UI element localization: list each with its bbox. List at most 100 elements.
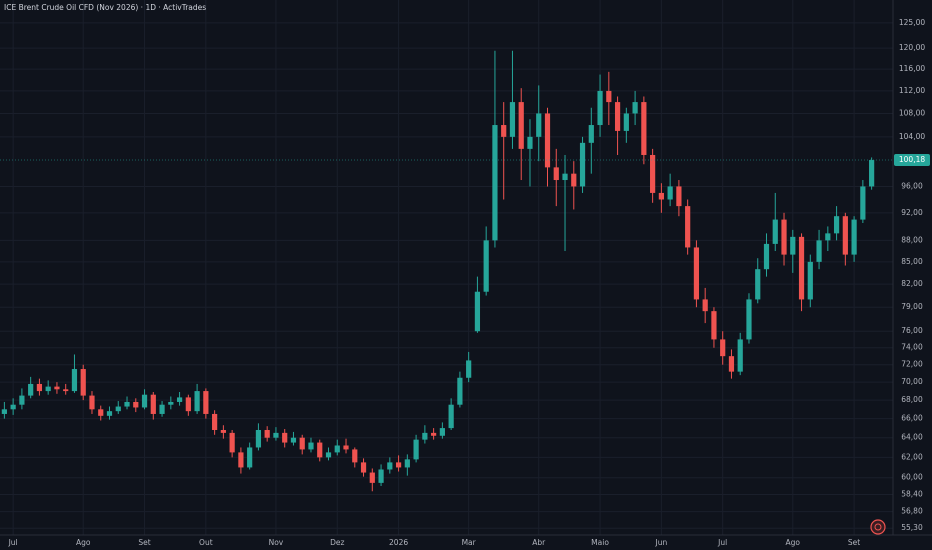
alert-icon[interactable]	[870, 519, 886, 535]
candle-body	[28, 383, 34, 396]
candle-body	[159, 404, 165, 414]
candle-body	[492, 125, 498, 241]
candle-body	[264, 430, 270, 438]
y-tick-label: 104,00	[899, 132, 925, 141]
candle-body	[816, 240, 822, 262]
y-tick-label: 108,00	[899, 108, 925, 117]
candle-body	[641, 102, 647, 155]
candle-body	[290, 437, 297, 443]
candle-body	[80, 369, 86, 396]
y-tick-label: 82,00	[901, 279, 923, 288]
x-tick-label: Jul	[717, 538, 727, 547]
candle-body	[168, 401, 174, 405]
candle-body	[790, 236, 796, 255]
candle-body	[89, 395, 95, 410]
axes: 125,00 120,00 116,00 112,00 108,00 104,00 96,0…	[0, 18, 930, 547]
candle-body	[1, 409, 7, 414]
candle-body	[711, 311, 717, 340]
candle-body	[431, 432, 437, 436]
y-tick-label: 55,30	[901, 523, 923, 532]
candle-body	[299, 437, 305, 450]
candle-body	[194, 391, 200, 412]
y-tick-label: 120,00	[899, 43, 925, 52]
candle-body	[501, 125, 507, 137]
x-tick-label: Set	[138, 538, 150, 547]
candle-body	[343, 445, 349, 450]
y-tick-label: 112,00	[899, 86, 925, 95]
candle-body	[693, 247, 700, 300]
y-tick-label: 56,80	[901, 507, 923, 516]
x-tick-label: Out	[199, 538, 213, 547]
x-tick-label: Maio	[591, 538, 609, 547]
candle-body	[317, 442, 323, 458]
candle-body	[273, 432, 279, 438]
y-tick-label: 96,00	[901, 181, 923, 190]
candle-body	[334, 445, 340, 453]
y-tick-label: 79,00	[901, 302, 923, 311]
candle-body	[597, 90, 603, 126]
candle-body	[632, 102, 638, 114]
candle-body	[133, 401, 139, 408]
candle-body	[54, 386, 60, 390]
candle-body	[798, 236, 805, 300]
candle-body	[247, 447, 253, 468]
x-tick-label: Ago	[76, 538, 91, 547]
y-tick-label: 64,00	[901, 433, 923, 442]
candle-body	[10, 404, 16, 410]
candle-body	[851, 219, 857, 255]
candle-body	[720, 339, 726, 357]
candle-body	[98, 409, 104, 416]
candle-body	[203, 391, 209, 414]
candle-body	[553, 167, 559, 181]
candle-body	[439, 428, 445, 436]
candle-body	[325, 452, 332, 458]
candle-body	[685, 206, 691, 248]
x-tick-label: Set	[848, 538, 860, 547]
candle-body	[360, 462, 367, 473]
candle-body	[255, 430, 262, 448]
candle-body	[614, 102, 621, 131]
candle-body	[518, 102, 524, 149]
candle-body	[579, 142, 586, 187]
candle-body	[702, 299, 708, 312]
candle-body	[466, 360, 472, 378]
y-tick-label: 60,00	[901, 473, 923, 482]
y-tick-label: 70,00	[901, 377, 923, 386]
candles	[1, 50, 875, 492]
x-tick-label: Abr	[532, 538, 546, 547]
candle-body	[842, 216, 848, 255]
y-tick-label: 74,00	[901, 343, 923, 352]
grid	[0, 0, 893, 535]
candle-body	[527, 136, 533, 149]
candle-body	[387, 462, 393, 470]
candle-body	[833, 216, 840, 234]
candle-body	[150, 394, 156, 414]
candle-body	[378, 469, 384, 483]
y-tick-label: 88,00	[901, 235, 923, 244]
candle-body	[115, 406, 121, 412]
y-tick-label: 72,00	[901, 360, 923, 369]
candle-body	[238, 452, 244, 468]
y-tick-label: 116,00	[899, 64, 925, 73]
candle-body	[395, 462, 402, 468]
candle-body	[667, 186, 673, 200]
candle-body	[860, 186, 866, 220]
candle-body	[404, 459, 410, 468]
x-tick-label: Dez	[330, 538, 344, 547]
candle-body	[308, 442, 314, 450]
candle-body	[124, 401, 130, 407]
candle-body	[623, 113, 629, 131]
candle-body	[106, 411, 113, 416]
candle-body	[45, 386, 51, 392]
candle-body	[650, 154, 656, 193]
candle-body	[676, 186, 682, 207]
candle-body	[212, 413, 218, 431]
candle-body	[763, 243, 770, 270]
y-tick-label: 58,40	[901, 489, 923, 498]
candle-body	[457, 377, 463, 405]
candle-body	[229, 432, 235, 453]
last-price-label: 100,18	[899, 155, 925, 164]
candle-body	[755, 269, 761, 300]
